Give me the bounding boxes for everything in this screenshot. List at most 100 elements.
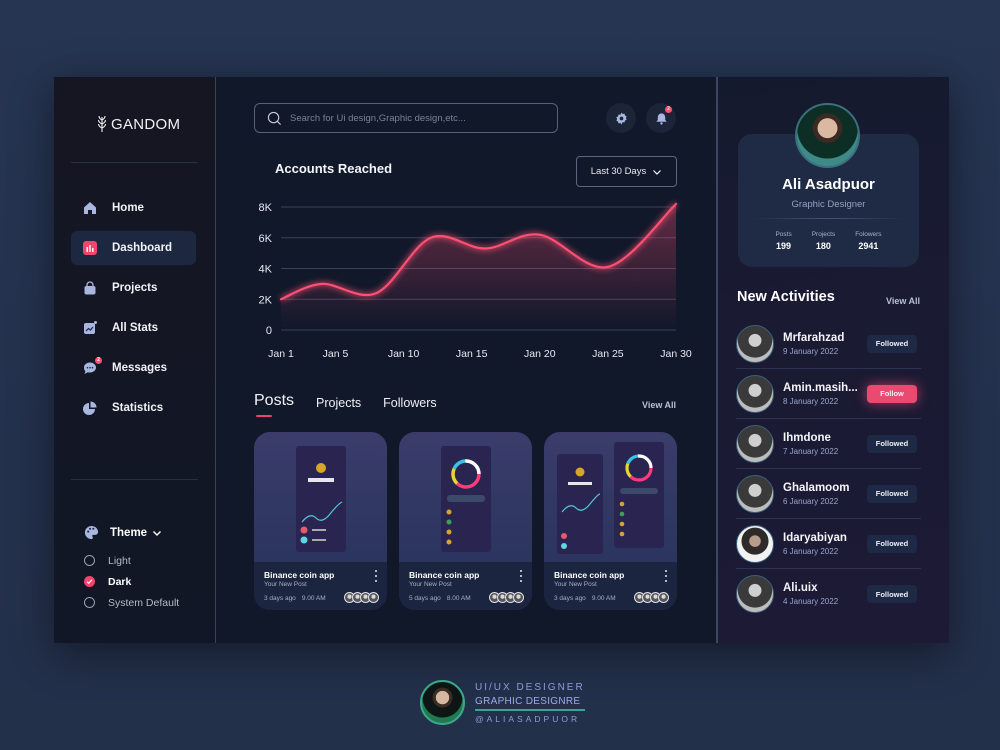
theme-option-dark[interactable]: Dark xyxy=(84,571,179,592)
activities-list: Mrfarahzad 9 January 2022 Followed Amin.m… xyxy=(736,319,921,619)
sidebar-item-dashboard[interactable]: Dashboard xyxy=(71,231,196,265)
search-bar[interactable] xyxy=(254,103,558,133)
divider xyxy=(752,218,905,219)
svg-text:0: 0 xyxy=(266,325,272,337)
radio-button-checked[interactable] xyxy=(84,576,95,587)
avatar-stack xyxy=(634,592,669,603)
sidebar-item-messages[interactable]: 2 Messages xyxy=(71,351,196,385)
notification-badge: 2 xyxy=(665,106,672,113)
svg-text:Jan 15: Jan 15 xyxy=(456,348,488,360)
chat-icon: 2 xyxy=(83,357,102,375)
sidebar-item-label: Messages xyxy=(112,362,167,374)
post-card[interactable]: Binance coin app Your New Post 3 days ag… xyxy=(544,432,677,610)
divider xyxy=(71,162,198,163)
activities-title: New Activities xyxy=(737,289,835,305)
followed-button[interactable]: Followed xyxy=(867,585,917,603)
post-clock: 9.00 AM xyxy=(301,595,326,602)
avatar[interactable] xyxy=(736,424,774,463)
sidebar-item-home[interactable]: Home xyxy=(71,191,196,225)
pie-icon xyxy=(83,401,97,415)
post-time: 3 days ago 9.00 AM xyxy=(264,595,377,602)
bell-icon xyxy=(655,112,667,125)
sidebar-item-projects[interactable]: Projects xyxy=(71,271,196,305)
date-range-dropdown[interactable]: Last 30 Days xyxy=(576,156,677,187)
activity-date: 8 January 2022 xyxy=(783,396,839,406)
brand-name: GANDOM xyxy=(111,115,181,133)
sidebar-item-label: Home xyxy=(112,202,144,214)
brand-logo[interactable]: GANDOM xyxy=(96,115,180,133)
stat-value: 2941 xyxy=(858,241,879,251)
search-input[interactable] xyxy=(290,112,550,124)
svg-text:2K: 2K xyxy=(259,294,273,306)
svg-text:4K: 4K xyxy=(259,264,273,276)
followed-button[interactable]: Followed xyxy=(867,334,917,353)
post-ago: 5 days ago xyxy=(409,595,441,602)
chevron-down-icon xyxy=(653,169,662,175)
svg-text:8K: 8K xyxy=(259,202,273,214)
post-card-footer: Binance coin app Your New Post 5 days ag… xyxy=(399,562,532,610)
posts-view-all-link[interactable]: View All xyxy=(642,400,677,410)
activity-user-name[interactable]: Mrfarahzad xyxy=(783,331,845,344)
notifications-button[interactable]: 2 xyxy=(646,103,676,133)
theme-option-label: Dark xyxy=(108,575,132,588)
avatar[interactable] xyxy=(736,524,774,563)
svg-text:Jan 30: Jan 30 xyxy=(660,348,692,360)
stats-icon xyxy=(83,321,97,335)
follow-button[interactable]: Follow xyxy=(867,384,917,403)
activity-user-name[interactable]: Ihmdone xyxy=(783,431,831,444)
tab-posts[interactable]: Posts xyxy=(254,392,295,417)
signature-line-2: GRAPHIC DESIGNRE xyxy=(475,696,585,711)
followed-button[interactable]: Followed xyxy=(867,534,917,553)
activity-user-name[interactable]: Amin.masih... xyxy=(783,381,858,394)
activity-user-name[interactable]: Ali.uix xyxy=(783,582,818,594)
bag-icon xyxy=(83,281,97,295)
settings-button[interactable] xyxy=(606,103,636,133)
search-icon xyxy=(267,111,281,125)
sidebar-item-label: Statistics xyxy=(112,402,164,414)
radio-button[interactable] xyxy=(84,555,95,566)
post-ago: 3 days ago xyxy=(264,595,296,602)
avatar[interactable] xyxy=(736,374,774,413)
activity-user-name[interactable]: Idaryabiyan xyxy=(783,531,847,544)
svg-text:Jan 25: Jan 25 xyxy=(592,348,624,360)
post-time: 3 days ago 9.00 AM xyxy=(554,595,667,602)
avatar[interactable] xyxy=(736,575,774,613)
avatar[interactable] xyxy=(736,474,774,513)
posts-grid: Binance coin app Your New Post 3 days ag… xyxy=(254,432,677,610)
post-clock: 8.00 AM xyxy=(446,595,471,602)
activity-user-name[interactable]: Ghalamoom xyxy=(783,481,850,494)
more-options-icon[interactable] xyxy=(519,570,523,582)
activity-item: Mrfarahzad 9 January 2022 Followed xyxy=(736,319,921,369)
activity-date: 6 January 2022 xyxy=(783,546,839,556)
stat-label: Posts xyxy=(775,231,792,238)
post-card[interactable]: Binance coin app Your New Post 5 days ag… xyxy=(399,432,532,610)
avatar[interactable] xyxy=(736,324,774,363)
post-thumbnail xyxy=(557,442,664,554)
home-icon xyxy=(83,201,97,215)
tab-projects[interactable]: Projects xyxy=(316,396,362,410)
post-card[interactable]: Binance coin app Your New Post 3 days ag… xyxy=(254,432,387,610)
sidebar-item-all-stats[interactable]: All Stats xyxy=(71,311,196,345)
sidebar-item-statistics[interactable]: Statistics xyxy=(71,391,196,425)
profile-name: Ali Asadpuor xyxy=(782,176,875,193)
svg-text:Jan 20: Jan 20 xyxy=(524,348,556,360)
radio-button[interactable] xyxy=(84,597,95,608)
more-options-icon[interactable] xyxy=(664,570,668,582)
activities-view-all-link[interactable]: View All xyxy=(886,296,921,306)
followed-button[interactable]: Followed xyxy=(867,434,917,453)
activity-date: 4 January 2022 xyxy=(783,597,839,606)
theme-dropdown[interactable]: Theme xyxy=(84,525,179,540)
more-options-icon[interactable] xyxy=(374,570,378,582)
sidebar-item-label: Projects xyxy=(112,282,158,294)
followed-button[interactable]: Followed xyxy=(867,484,917,503)
post-card-footer: Binance coin app Your New Post 3 days ag… xyxy=(254,562,387,610)
profile-avatar[interactable] xyxy=(795,103,860,168)
theme-option-light[interactable]: Light xyxy=(84,550,179,571)
tab-followers[interactable]: Followers xyxy=(383,396,437,410)
designer-signature: UI/UX DESIGNER GRAPHIC DESIGNRE @ALIASAD… xyxy=(420,680,585,725)
sidebar-item-label: All Stats xyxy=(112,322,159,334)
theme-option-label: System Default xyxy=(108,596,180,609)
gear-icon xyxy=(615,111,627,125)
right-panel: Ali Asadpuor Graphic Designer Posts 199 … xyxy=(718,77,949,643)
theme-option-system-default[interactable]: System Default xyxy=(84,592,179,613)
